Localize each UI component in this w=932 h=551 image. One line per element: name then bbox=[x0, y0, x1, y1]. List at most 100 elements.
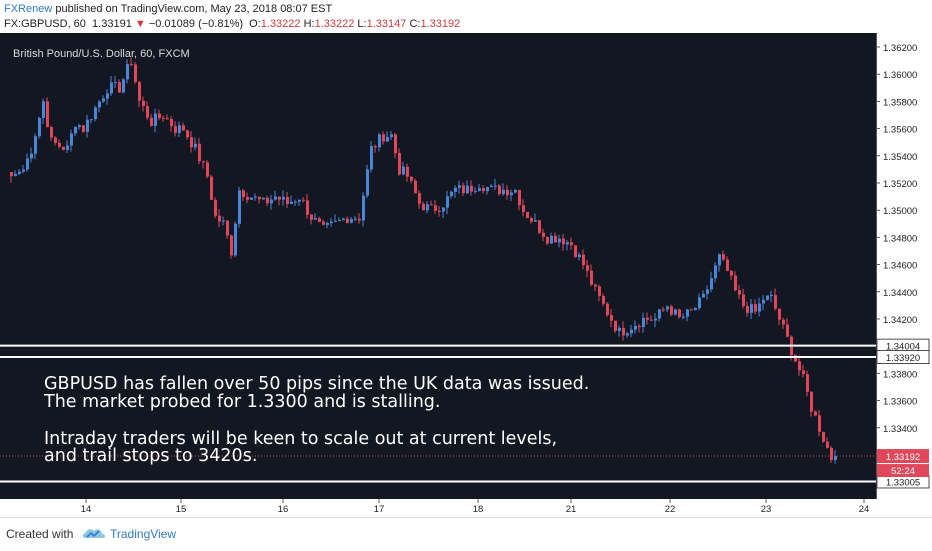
high-value: 1.33222 bbox=[314, 18, 355, 30]
candle-body bbox=[770, 295, 773, 297]
candle-body bbox=[646, 317, 649, 320]
candle-body bbox=[450, 191, 453, 197]
candle-body bbox=[742, 294, 745, 307]
candle-body bbox=[650, 319, 653, 321]
candle-body bbox=[698, 297, 701, 309]
candle-body bbox=[586, 265, 589, 271]
candle-body bbox=[366, 169, 369, 196]
time-tick-label: 15 bbox=[176, 504, 187, 515]
candle-body bbox=[134, 64, 137, 82]
ohlc-bar: FX:GBPUSD, 60 1.33191 ▼ −0.01089 (−0.81%… bbox=[4, 18, 460, 30]
candle-body bbox=[286, 196, 289, 204]
candle-body bbox=[98, 101, 101, 108]
annotation-line: The market probed for 1.3300 and is stal… bbox=[43, 392, 440, 412]
candle-body bbox=[226, 220, 229, 236]
candle-body bbox=[122, 79, 125, 93]
candle-body bbox=[262, 197, 265, 200]
time-tick-label: 14 bbox=[81, 504, 92, 515]
candle-body bbox=[86, 119, 89, 132]
candle-body bbox=[42, 101, 45, 118]
candle-body bbox=[498, 185, 501, 195]
tradingview-link[interactable]: TradingView bbox=[110, 527, 177, 541]
candle-body bbox=[266, 197, 269, 204]
candle-body bbox=[150, 117, 153, 126]
candle-body bbox=[750, 304, 753, 313]
candle-body bbox=[310, 214, 313, 220]
candle-body bbox=[830, 447, 833, 460]
candle-body bbox=[442, 207, 445, 212]
candle-body bbox=[806, 374, 809, 392]
candle-body bbox=[702, 293, 705, 298]
candle-body bbox=[582, 254, 585, 266]
created-with-label: Created with bbox=[6, 527, 74, 541]
candle-body bbox=[318, 218, 321, 222]
candle-body bbox=[618, 327, 621, 331]
candle-body bbox=[670, 306, 673, 315]
candle-body bbox=[334, 220, 337, 222]
candle-body bbox=[522, 205, 525, 212]
candle-body bbox=[254, 196, 257, 198]
candle-body bbox=[414, 180, 417, 194]
candle-body bbox=[734, 275, 737, 291]
candle-body bbox=[454, 187, 457, 192]
candle-body bbox=[462, 185, 465, 194]
candle-body bbox=[154, 113, 157, 126]
candle-body bbox=[374, 146, 377, 148]
candle-body bbox=[166, 118, 169, 120]
candle-body bbox=[142, 100, 145, 107]
candle-body bbox=[182, 125, 185, 131]
price-tick-label: 1.35600 bbox=[883, 125, 917, 136]
candle-body bbox=[322, 221, 325, 225]
candle-body bbox=[314, 218, 317, 220]
candle-body bbox=[558, 238, 561, 243]
candle-body bbox=[550, 235, 553, 244]
candle-body bbox=[250, 197, 253, 200]
price-tick-label: 1.33800 bbox=[883, 369, 917, 380]
candle-body bbox=[158, 113, 161, 118]
level-price-label: 1.33920 bbox=[886, 353, 920, 364]
candle-body bbox=[610, 315, 613, 321]
price-axis[interactable] bbox=[876, 33, 932, 517]
candle-body bbox=[38, 117, 41, 137]
price-tick-label: 1.35400 bbox=[883, 152, 917, 163]
tradingview-cloud-icon bbox=[82, 529, 106, 538]
candle-body bbox=[486, 187, 489, 192]
candle-body bbox=[626, 333, 629, 336]
candle-body bbox=[766, 295, 769, 300]
candle-body bbox=[238, 190, 241, 224]
candle-body bbox=[758, 303, 761, 312]
candle-body bbox=[446, 196, 449, 208]
price-tick-label: 1.34400 bbox=[883, 288, 917, 299]
candle-body bbox=[406, 166, 409, 177]
current-price-label: 1.33192 bbox=[886, 452, 920, 463]
candle-body bbox=[662, 309, 665, 311]
close-label: C: bbox=[409, 18, 421, 30]
candle-body bbox=[714, 265, 717, 279]
time-axis[interactable] bbox=[0, 499, 876, 517]
candle-body bbox=[754, 304, 757, 312]
candle-body bbox=[78, 125, 81, 127]
candle-body bbox=[246, 197, 249, 200]
candle-body bbox=[278, 196, 281, 200]
time-tick-label: 23 bbox=[761, 504, 772, 515]
candle-body bbox=[26, 158, 29, 170]
candle-body bbox=[518, 189, 521, 206]
candle-body bbox=[206, 162, 209, 177]
candle-body bbox=[814, 411, 817, 416]
candle-body bbox=[22, 169, 25, 172]
candle-body bbox=[398, 153, 401, 175]
candle-body bbox=[514, 189, 517, 193]
candle-body bbox=[822, 431, 825, 442]
candle-body bbox=[570, 242, 573, 246]
publisher-name[interactable]: FXRenew bbox=[4, 3, 53, 15]
candle-body bbox=[482, 188, 485, 192]
candle-body bbox=[114, 82, 117, 84]
candle-body bbox=[202, 161, 205, 163]
candle-body bbox=[602, 295, 605, 304]
candle-body bbox=[218, 215, 221, 222]
chart-area[interactable]: 1.34004 1.33920 1.33005 1.33192 52:24 1.3620… bbox=[0, 33, 932, 517]
candle-body bbox=[190, 137, 193, 148]
candle-body bbox=[370, 146, 373, 170]
candle-body bbox=[798, 361, 801, 371]
